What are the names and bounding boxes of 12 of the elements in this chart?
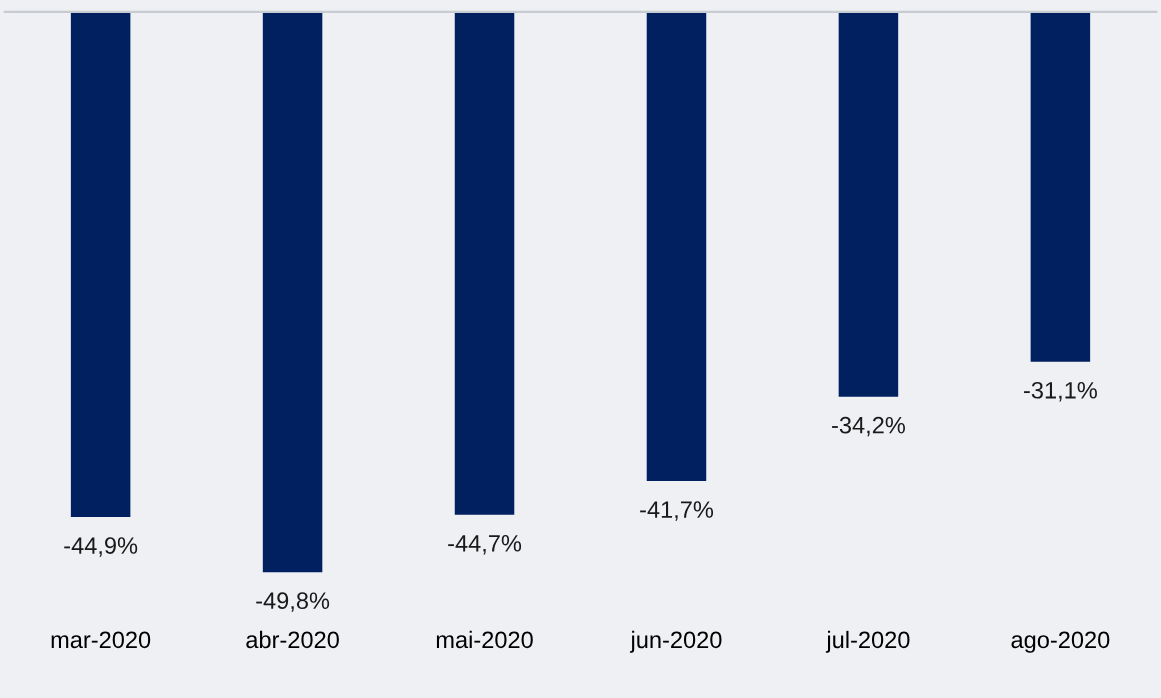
data-label: -49,8% <box>256 592 330 612</box>
x-tick-label: jun-2020 <box>629 630 722 653</box>
x-tick-label: mai-2020 <box>436 630 533 649</box>
data-label: -44,9% <box>64 537 138 557</box>
data-label: -31,1% <box>1024 381 1097 402</box>
x-tick-label: abr-2020 <box>246 630 339 649</box>
data-label: -44,7% <box>448 535 522 555</box>
data-label: -34,2% <box>832 416 905 437</box>
x-tick-label: mar-2020 <box>51 631 151 649</box>
data-label: -41,7% <box>640 501 714 521</box>
x-tick-label: jul-2020 <box>825 630 910 653</box>
x-tick-label: ago-2020 <box>1011 631 1110 653</box>
